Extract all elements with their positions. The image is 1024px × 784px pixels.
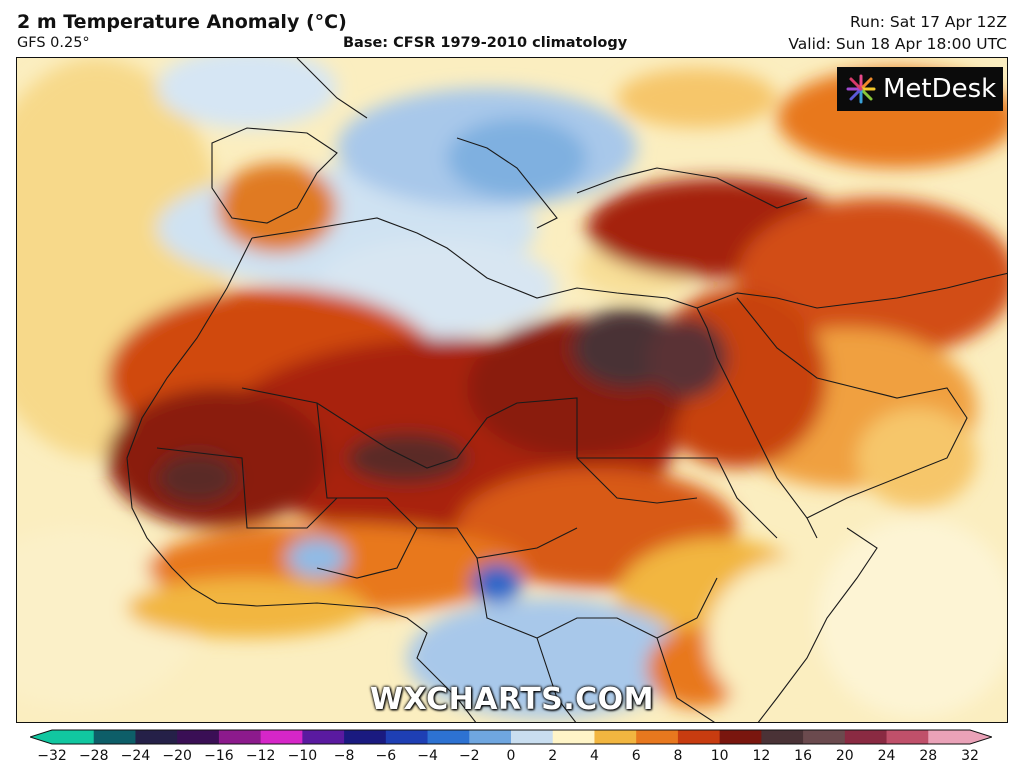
colorbar-tick-label: 4 xyxy=(589,748,599,764)
colorbar-tick-label: 24 xyxy=(877,748,896,764)
colorbar-tick-label: 12 xyxy=(752,748,771,764)
temperature-anomaly-map xyxy=(16,57,1008,723)
colorbar-tick-label: −4 xyxy=(417,748,438,764)
colorbar-tick-label: 6 xyxy=(631,748,641,764)
colorbar-tick-label: −16 xyxy=(204,748,234,764)
coastlines-and-borders xyxy=(126,58,1007,722)
colorbar-tick-label: −2 xyxy=(458,748,480,764)
colorbar-cell xyxy=(803,730,846,744)
colorbar-cell xyxy=(886,730,929,744)
colorbar-tick-label: 32 xyxy=(961,748,979,764)
colorbar-cell xyxy=(427,730,470,744)
colorbar-cell xyxy=(844,730,888,744)
colorbar-tick-label: −24 xyxy=(120,748,151,764)
colorbar-cell xyxy=(302,730,345,744)
colorbar-cell xyxy=(761,730,804,744)
colorbar-tick-label: −6 xyxy=(375,748,397,764)
colorbar-cell xyxy=(511,730,554,744)
colorbar-tick-label: 28 xyxy=(919,748,938,764)
model-label: GFS 0.25° xyxy=(17,35,90,51)
logo-text: MetDesk xyxy=(883,74,997,104)
colorbar-cell xyxy=(719,730,762,744)
valid-time-label: Valid: Sun 18 Apr 18:00 UTC xyxy=(788,35,1007,53)
colorbar-tick-label: −8 xyxy=(333,748,355,764)
colorbar-ticks: −32 −28 −24 −20 −16 −12 −10 −8 −6 −4 −2 0 2 4 6 8 10 12 16… xyxy=(0,748,1024,770)
colorbar-tick-label: 20 xyxy=(835,748,854,764)
colorbar xyxy=(30,729,992,745)
colorbar-cell xyxy=(928,730,971,744)
colorbar-tick-label: 10 xyxy=(710,748,729,764)
colorbar-max-arrow xyxy=(970,730,992,744)
colorbar-cell xyxy=(93,730,137,744)
colorbar-cell xyxy=(218,730,262,744)
colorbar-min-arrow xyxy=(30,730,52,744)
colorbar-tick-label: −32 xyxy=(37,748,67,764)
colorbar-cell xyxy=(260,730,303,744)
anomaly-field xyxy=(17,58,1007,718)
colorbar-tick-label: 8 xyxy=(673,748,683,764)
colorbar-tick-label: −20 xyxy=(162,748,192,764)
colorbar-tick-label: 16 xyxy=(794,748,812,764)
colorbar-tick-label: 0 xyxy=(506,748,516,764)
colorbar-cell xyxy=(677,730,721,744)
colorbar-cell xyxy=(636,730,679,744)
metdesk-logo: MetDesk xyxy=(837,67,1003,111)
colorbar-cell xyxy=(385,730,429,744)
colorbar-outline xyxy=(30,729,992,745)
colorbar-cell xyxy=(469,730,512,744)
colorbar-cell xyxy=(344,730,387,744)
colorbar-cell xyxy=(135,730,178,744)
run-label: Run: Sat 17 Apr 12Z xyxy=(850,13,1007,31)
colorbar-cell xyxy=(552,730,596,744)
climatology-base-label: Base: CFSR 1979-2010 climatology xyxy=(343,35,628,51)
colorbar-tick-label: 2 xyxy=(548,748,558,764)
metdesk-starburst-icon xyxy=(846,74,876,104)
colorbar-cell xyxy=(177,730,220,744)
map-canvas xyxy=(17,58,1007,722)
colorbar-cell xyxy=(52,730,95,744)
chart-title: 2 m Temperature Anomaly (°C) xyxy=(17,11,347,33)
colorbar-tick-label: −10 xyxy=(287,748,318,764)
colorbar-cell xyxy=(594,730,637,744)
colorbar-tick-label: −28 xyxy=(78,748,109,764)
colorbar-tick-label: −12 xyxy=(245,748,276,764)
